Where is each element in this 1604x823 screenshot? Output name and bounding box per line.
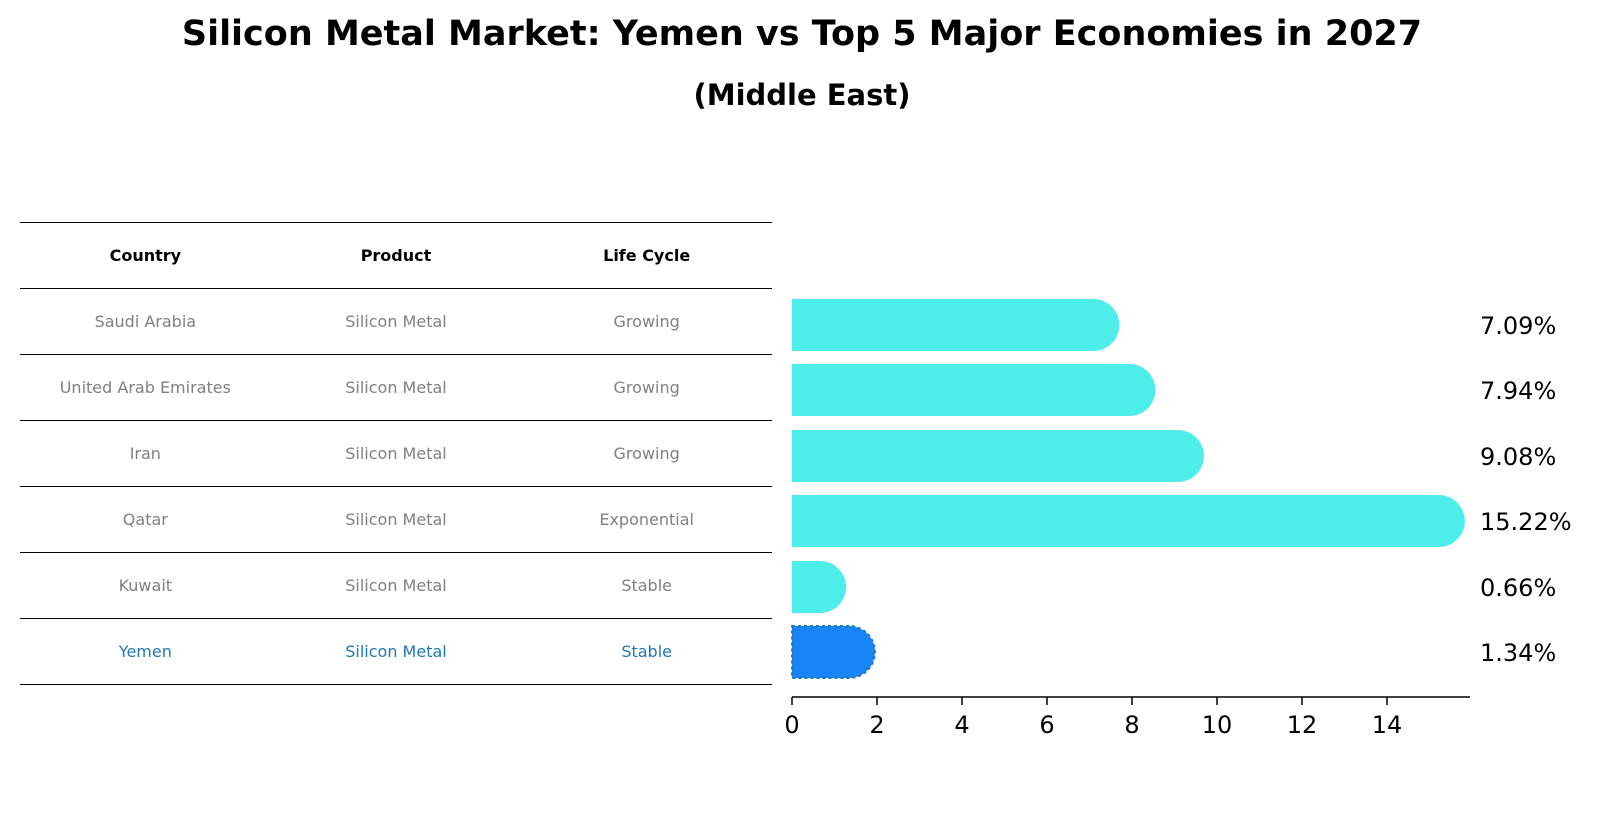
bar-value-label: 15.22%: [1480, 508, 1572, 536]
table-row-highlight: Yemen Silicon Metal Stable: [20, 618, 772, 685]
chart-subtitle: (Middle East): [693, 78, 911, 112]
cell-product: Silicon Metal: [270, 618, 522, 685]
table-header-row: Country Product Life Cycle: [20, 222, 772, 289]
x-tick-label: 0: [784, 711, 799, 739]
bar: [792, 430, 1204, 482]
cell-life-cycle: Stable: [521, 618, 772, 685]
bar: [792, 364, 1156, 416]
cell-country: Qatar: [20, 486, 271, 553]
x-tick-label: 8: [1124, 711, 1139, 739]
bar: [792, 299, 1120, 351]
bar-value-label: 0.66%: [1480, 574, 1556, 602]
market-table: Country Product Life Cycle Saudi Arabia …: [20, 222, 772, 685]
x-tick-label: 12: [1287, 711, 1318, 739]
cell-country: Yemen: [20, 618, 271, 685]
header-country: Country: [20, 222, 271, 289]
bar: [792, 561, 847, 613]
x-tick-label: 14: [1372, 711, 1403, 739]
cell-life-cycle: Exponential: [521, 486, 772, 553]
cell-life-cycle: Growing: [521, 354, 772, 421]
cell-life-cycle: Growing: [521, 288, 772, 355]
cell-country: Saudi Arabia: [20, 288, 271, 355]
cell-product: Silicon Metal: [270, 354, 522, 421]
bar-value-label: 7.09%: [1480, 312, 1556, 340]
cell-life-cycle: Growing: [521, 420, 772, 487]
table-row: Kuwait Silicon Metal Stable: [20, 552, 772, 619]
bar-value-label: 9.08%: [1480, 443, 1556, 471]
table-row: Iran Silicon Metal Growing: [20, 420, 772, 487]
bar-highlight: [791, 625, 876, 679]
cell-life-cycle: Stable: [521, 552, 772, 619]
cell-product: Silicon Metal: [270, 486, 522, 553]
chart-title: Silicon Metal Market: Yemen vs Top 5 Maj…: [181, 14, 1423, 54]
header-product: Product: [270, 222, 522, 289]
header-life-cycle: Life Cycle: [521, 222, 772, 289]
x-tick-label: 4: [954, 711, 969, 739]
x-tick-label: 6: [1039, 711, 1054, 739]
bar-value-label: 1.34%: [1480, 639, 1556, 667]
bar: [792, 495, 1465, 547]
x-tick-label: 10: [1202, 711, 1233, 739]
x-tick-label: 2: [869, 711, 884, 739]
cell-country: United Arab Emirates: [20, 354, 271, 421]
cell-country: Iran: [20, 420, 271, 487]
cell-country: Kuwait: [20, 552, 271, 619]
table-row: Saudi Arabia Silicon Metal Growing: [20, 288, 772, 355]
table-row: Qatar Silicon Metal Exponential: [20, 486, 772, 553]
table-row: United Arab Emirates Silicon Metal Growi…: [20, 354, 772, 421]
cell-product: Silicon Metal: [270, 288, 522, 355]
bar-value-label: 7.94%: [1480, 377, 1556, 405]
